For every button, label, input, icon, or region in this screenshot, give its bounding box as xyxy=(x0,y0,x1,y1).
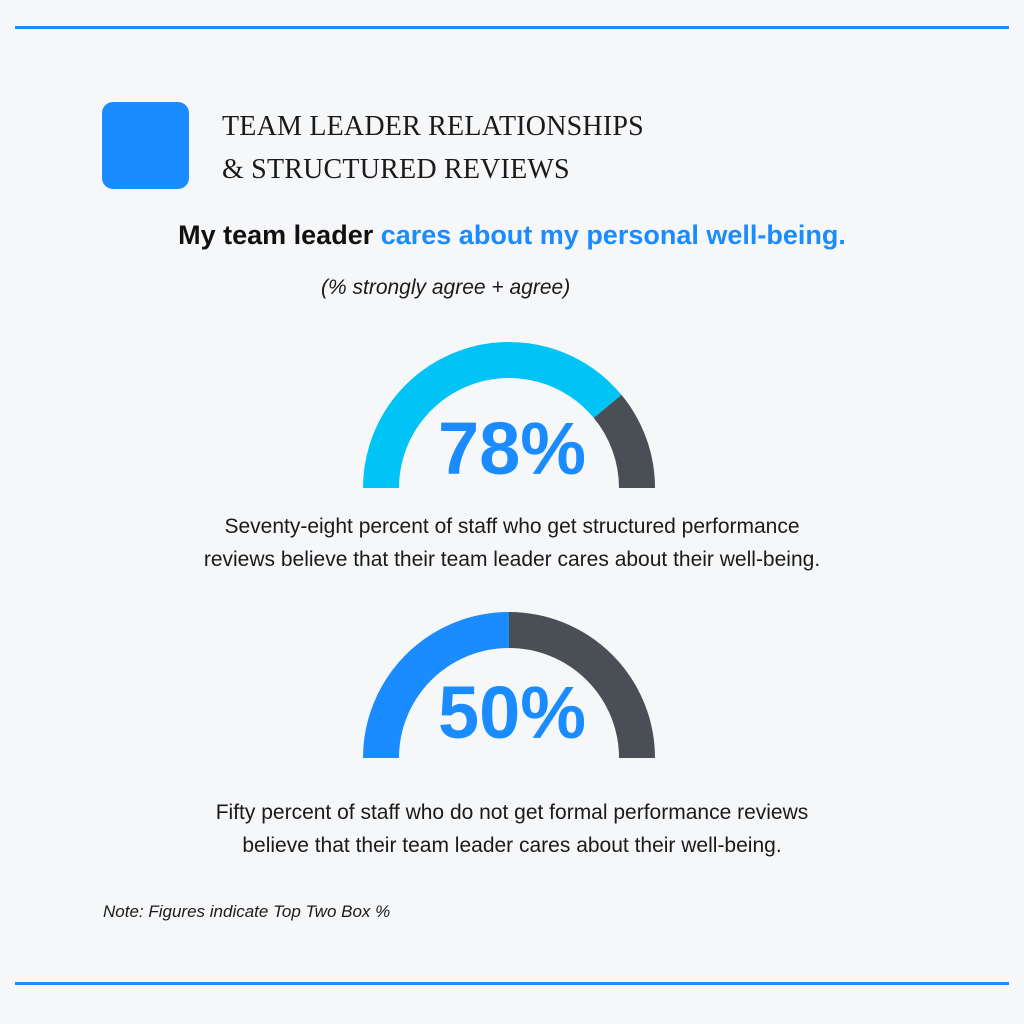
subtitle: (% strongly agree + agree) xyxy=(321,276,571,299)
gauge-1-caption-line-1: Seventy-eight percent of staff who get s… xyxy=(224,515,800,538)
gauge-2-caption-line-1: Fifty percent of staff who do not get fo… xyxy=(215,801,809,824)
footnote: Note: Figures indicate Top Two Box % xyxy=(103,902,391,921)
logo-square xyxy=(102,102,189,189)
gauge-2-remainder-arc xyxy=(508,612,655,759)
gauge-no-formal-reviews xyxy=(363,612,655,759)
gauge-2-value-arc xyxy=(363,612,510,759)
gauge-2-caption-line-2: believe that their team leader cares abo… xyxy=(242,834,782,857)
gauge-1-caption-line-2: reviews believe that their team leader c… xyxy=(203,548,821,571)
title-line-1: TEAM LEADER RELATIONSHIPS xyxy=(222,111,644,142)
title-line-2: & STRUCTURED REVIEWS xyxy=(222,154,570,185)
gauge-structured-reviews xyxy=(363,342,655,489)
headline: My team leader cares about my personal w… xyxy=(0,220,1024,251)
gauge-1-value-arc xyxy=(363,342,622,489)
gauge-2-value-label: 50% xyxy=(437,671,587,754)
gauge-2-caption: Fifty percent of staff who do not get fo… xyxy=(0,796,1024,862)
top-divider xyxy=(15,26,1009,29)
headline-plain: My team leader xyxy=(178,220,374,250)
gauge-1-caption: Seventy-eight percent of staff who get s… xyxy=(0,510,1024,576)
gauge-1-remainder-arc xyxy=(593,394,655,489)
headline-accent: cares about my personal well-being. xyxy=(380,220,846,250)
gauge-1-value-label: 78% xyxy=(437,407,587,490)
bottom-divider xyxy=(15,982,1009,985)
